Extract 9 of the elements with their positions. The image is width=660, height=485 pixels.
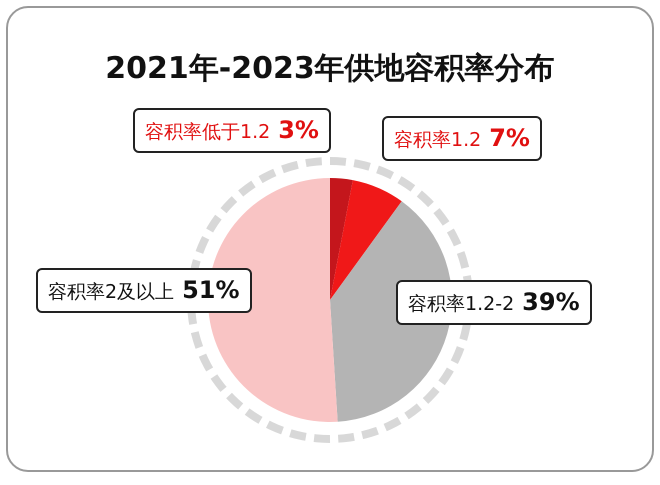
- chart-title: 2021年-2023年供地容积率分布: [104, 50, 556, 88]
- slice-label: 容积率低于1.2: [145, 121, 270, 143]
- data-label: 51%: [182, 276, 240, 304]
- slice-label: 容积率1.2: [394, 129, 482, 151]
- data-label: 39%: [522, 288, 580, 316]
- data-label: 3%: [278, 116, 319, 144]
- slice-label: 容积率1.2-2: [408, 293, 514, 315]
- data-label: 7%: [489, 124, 530, 152]
- slice-label: 容积率2及以上: [48, 281, 174, 303]
